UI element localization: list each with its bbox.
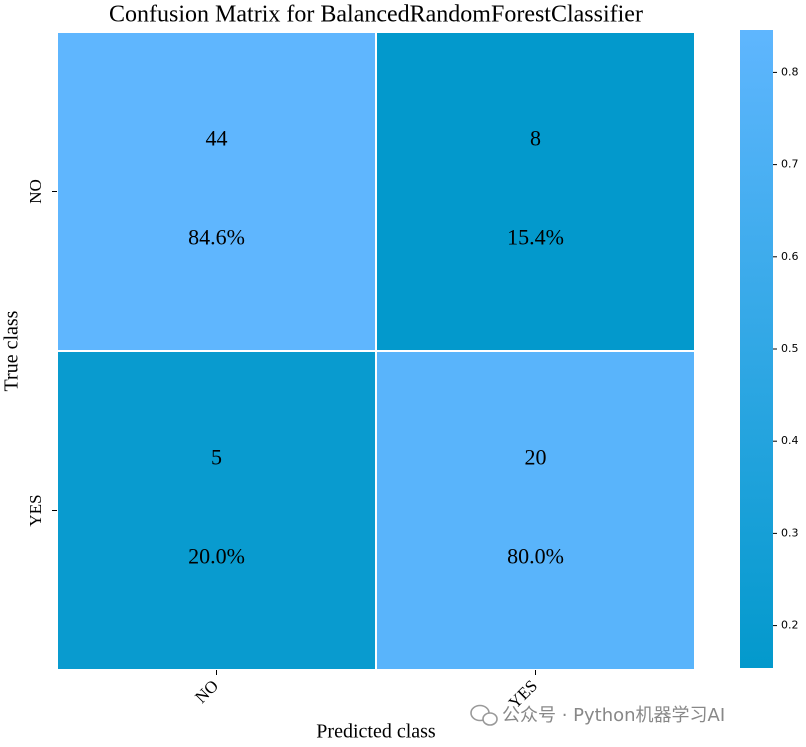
colorbar xyxy=(740,30,773,668)
cell-count: 44 xyxy=(206,126,228,151)
colorbar-tick-label: 0.4 xyxy=(781,434,799,447)
cell-percent: 80.0% xyxy=(507,543,564,568)
watermark: 公众号 · Python机器学习AI xyxy=(470,704,725,726)
colorbar-tick-label: 0.3 xyxy=(781,526,799,539)
watermark-text: 公众号 · Python机器学习AI xyxy=(502,705,725,726)
cell-count: 20 xyxy=(525,445,547,470)
colorbar-tick-label: 0.7 xyxy=(781,158,799,171)
heatmap-cell xyxy=(56,31,377,352)
y-tick-label: NO xyxy=(26,179,45,204)
colorbar-tick-label: 0.5 xyxy=(781,342,799,355)
cell-percent: 84.6% xyxy=(188,224,245,249)
y-tick-label: YES xyxy=(26,494,45,526)
y-axis-label: True class xyxy=(1,310,23,391)
heatmap-cell xyxy=(375,31,696,352)
cell-percent: 15.4% xyxy=(507,224,564,249)
colorbar-tick-label: 0.8 xyxy=(781,65,799,78)
x-axis-label: Predicted class xyxy=(316,721,436,743)
heatmap-cell xyxy=(56,350,377,671)
colorbar-tick-label: 0.2 xyxy=(781,619,799,632)
heatmap-cell xyxy=(375,350,696,671)
colorbar-tick-label: 0.6 xyxy=(781,250,799,263)
chart-title: Confusion Matrix for BalancedRandomFores… xyxy=(109,2,643,28)
cell-count: 5 xyxy=(211,445,222,470)
x-tick-label: NO xyxy=(191,676,222,707)
cell-percent: 20.0% xyxy=(188,543,245,568)
cell-count: 8 xyxy=(530,126,541,151)
